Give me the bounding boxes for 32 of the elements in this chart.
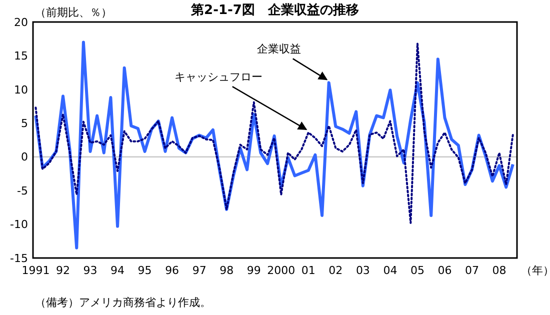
x-tick-label: 94 (110, 264, 125, 277)
x-tick-label: 02 (328, 264, 343, 277)
x-tick-label: 06 (438, 264, 452, 277)
x-tick-label: 98 (220, 264, 234, 277)
x-tick-label: 93 (83, 264, 98, 277)
text: （備考）アメリカ商務省より作成。 (35, 296, 211, 309)
annotation: キャッシュフロー (174, 70, 262, 84)
x-tick-label: 08 (492, 264, 506, 277)
y-axis-title: （前期比、％） (35, 6, 112, 19)
y-tick-label: 20 (14, 16, 28, 29)
y-tick-label: -15 (10, 252, 28, 265)
x-tick-label: 97 (192, 264, 206, 277)
x-tick-label: 04 (383, 264, 398, 277)
x-axis-title: （年） (521, 264, 550, 277)
x-tick-label: 03 (356, 264, 370, 277)
x-tick-label: 95 (138, 264, 152, 277)
x-tick-label: 2000 (267, 264, 296, 277)
x-tick-label: 07 (465, 264, 480, 277)
x-tick-label: 01 (301, 264, 316, 277)
y-tick-label: 5 (21, 116, 28, 130)
y-tick-label: -10 (10, 218, 28, 232)
y-tick-label: 10 (14, 83, 28, 96)
annotation: 企業収益 (256, 42, 301, 56)
x-tick-label: 99 (246, 264, 261, 277)
x-tick-label: 05 (410, 264, 424, 277)
x-tick-label: 1991 (22, 264, 50, 277)
y-tick-label: 0 (21, 150, 28, 164)
x-tick-label: 96 (165, 264, 180, 277)
x-tick-label: 92 (56, 264, 70, 277)
y-tick-label: -5 (17, 184, 28, 198)
chart-title: 第2-1-7図 企業収益の推移 (190, 3, 359, 18)
y-tick-label: 15 (14, 50, 28, 63)
